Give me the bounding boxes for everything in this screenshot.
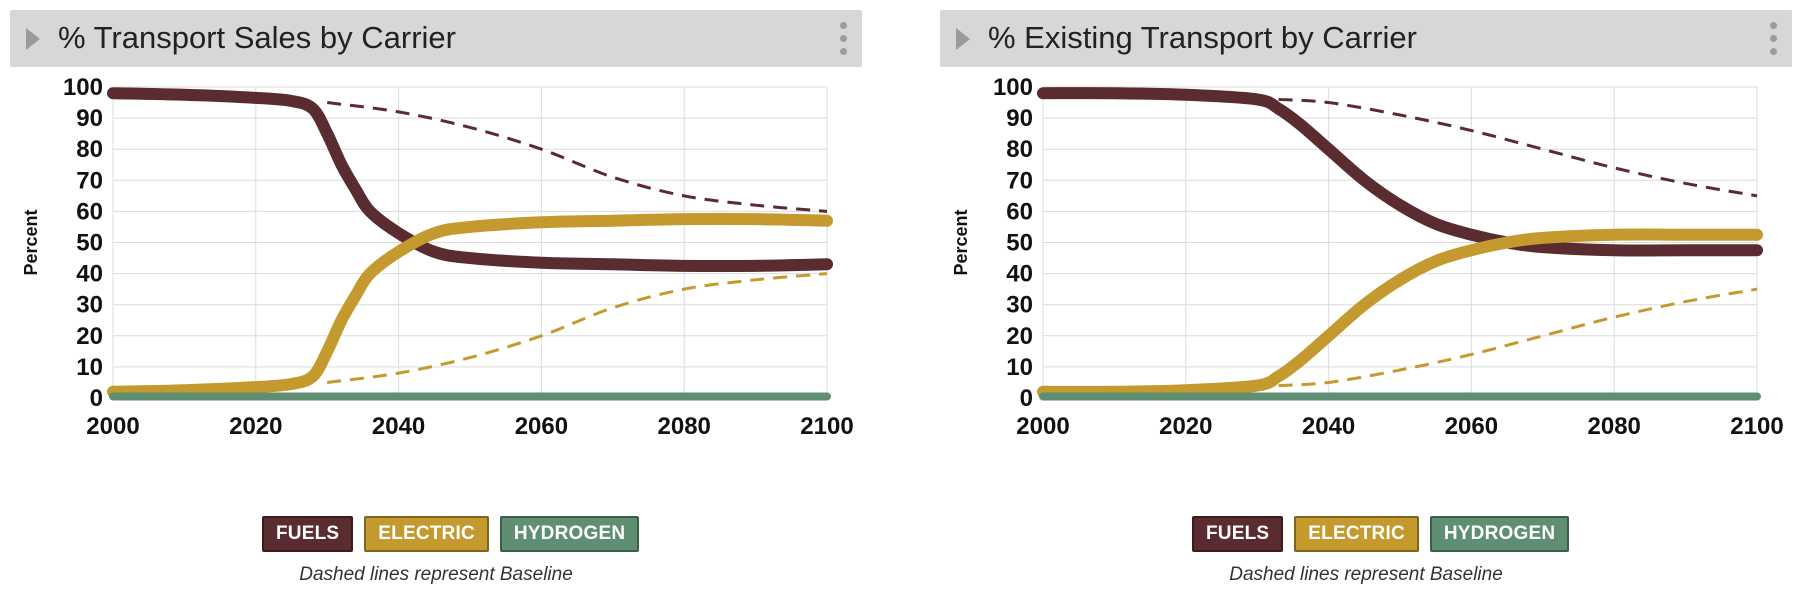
baseline-electric-line	[1279, 289, 1757, 385]
fuels-line	[113, 93, 827, 266]
legend: FUELS ELECTRIC HYDROGEN	[262, 516, 639, 552]
legend: FUELS ELECTRIC HYDROGEN	[1192, 516, 1569, 552]
series-lines	[113, 93, 827, 396]
y-tick-label: 0	[90, 385, 103, 412]
y-tick-label: 60	[76, 198, 103, 225]
chart-panel-existing: % Existing Transport by Carrier 0 10 20 30 4…	[940, 10, 1792, 596]
x-tick-label: 2020	[229, 413, 282, 440]
x-tick-label: 2100	[1730, 413, 1783, 440]
legend-item-electric[interactable]: ELECTRIC	[1294, 516, 1419, 552]
x-tick-label: 2000	[1016, 413, 1069, 440]
x-axis: 2000 2020 2040 2060 2080 2100	[1016, 413, 1783, 440]
y-tick-label: 20	[76, 323, 103, 350]
y-tick-label: 40	[1006, 261, 1033, 288]
electric-line	[1043, 234, 1757, 391]
x-tick-label: 2080	[658, 413, 711, 440]
y-tick-label: 20	[1006, 323, 1033, 350]
y-axis-label: Percent	[951, 209, 971, 275]
y-tick-label: 90	[76, 105, 103, 132]
x-tick-label: 2040	[1302, 413, 1355, 440]
y-tick-label: 30	[76, 292, 103, 319]
y-tick-label: 100	[63, 74, 103, 101]
legend-item-fuels[interactable]: FUELS	[1192, 516, 1283, 552]
y-tick-label: 50	[76, 230, 103, 257]
y-tick-label: 40	[76, 261, 103, 288]
gridlines	[113, 87, 827, 398]
y-tick-label: 80	[76, 136, 103, 163]
legend-item-hydrogen[interactable]: HYDROGEN	[500, 516, 639, 552]
y-tick-label: 10	[76, 354, 103, 381]
y-tick-label: 50	[1006, 230, 1033, 257]
x-tick-label: 2000	[86, 413, 139, 440]
baseline-electric-line	[327, 274, 827, 383]
x-tick-label: 2060	[515, 413, 568, 440]
baseline-note: Dashed lines represent Baseline	[10, 564, 862, 586]
legend-item-hydrogen[interactable]: HYDROGEN	[1430, 516, 1569, 552]
legend-item-fuels[interactable]: FUELS	[262, 516, 353, 552]
series-lines	[1043, 93, 1757, 396]
y-tick-label: 30	[1006, 292, 1033, 319]
gridlines	[1043, 87, 1757, 398]
y-axis: 0 10 20 30 40 50 60 70 80 90 100	[993, 74, 1033, 412]
y-tick-label: 80	[1006, 136, 1033, 163]
y-tick-label: 60	[1006, 198, 1033, 225]
y-tick-label: 100	[993, 74, 1033, 101]
legend-item-electric[interactable]: ELECTRIC	[364, 516, 489, 552]
x-axis: 2000 2020 2040 2060 2080 2100	[86, 413, 853, 440]
x-tick-label: 2040	[372, 413, 425, 440]
baseline-fuels-line	[327, 103, 827, 212]
y-tick-label: 70	[1006, 167, 1033, 194]
x-tick-label: 2100	[800, 413, 853, 440]
y-tick-label: 10	[1006, 354, 1033, 381]
baseline-fuels-line	[1279, 99, 1757, 195]
fuels-line	[1043, 93, 1757, 250]
y-tick-label: 90	[1006, 105, 1033, 132]
x-tick-label: 2080	[1588, 413, 1641, 440]
y-axis-label: Percent	[21, 209, 41, 275]
x-tick-label: 2060	[1445, 413, 1498, 440]
y-tick-label: 0	[1020, 385, 1033, 412]
x-tick-label: 2020	[1159, 413, 1212, 440]
chart-panel-sales: % Transport Sales by Carrier 0 10 20 30 40 50…	[10, 10, 862, 596]
electric-line	[113, 219, 827, 392]
baseline-note: Dashed lines represent Baseline	[940, 564, 1792, 586]
y-tick-label: 70	[76, 167, 103, 194]
y-axis: 0 10 20 30 40 50 60 70 80 90 100	[63, 74, 103, 412]
